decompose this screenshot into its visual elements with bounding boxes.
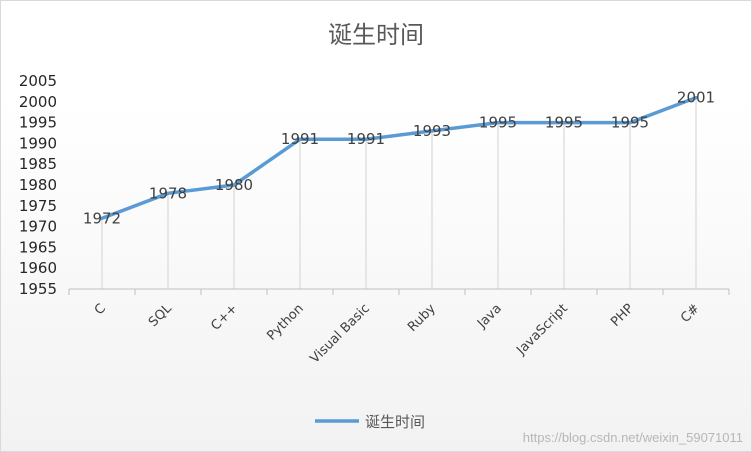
data-label: 1991 [281, 130, 319, 148]
x-tick-label: C++ [208, 301, 240, 333]
x-tick-label: Visual Basic [308, 301, 373, 366]
y-tick-label: 1960 [19, 259, 57, 277]
y-tick-label: 1985 [19, 155, 57, 173]
watermark: https://blog.csdn.net/weixin_59071011 [523, 430, 743, 445]
data-label: 2001 [677, 89, 715, 107]
data-label: 1995 [545, 114, 583, 132]
drop-lines [101, 97, 697, 289]
y-axis: 1955 1960 1965 1970 1975 1980 1985 1990 1995 2000… [19, 72, 57, 298]
data-label: 1980 [215, 176, 253, 194]
y-tick-label: 1980 [19, 176, 57, 194]
y-tick-label: 1995 [19, 114, 57, 132]
data-labels: 1972 1978 1980 1991 1991 1993 1995 1995 1995 2001 [83, 89, 715, 228]
x-tick-label: PHP [608, 301, 637, 330]
data-label: 1991 [347, 130, 385, 148]
y-tick-label: 2000 [19, 93, 57, 111]
x-tick-label: Java [474, 301, 505, 332]
y-tick-label: 1965 [19, 238, 57, 256]
data-label: 1993 [413, 122, 451, 140]
y-tick-label: 1970 [19, 218, 57, 236]
y-tick-label: 1975 [19, 197, 57, 215]
x-tick-label: Python [264, 301, 306, 343]
x-tick-label: C# [678, 301, 703, 326]
data-label: 1995 [479, 114, 517, 132]
x-tick-label: C [92, 301, 109, 318]
data-label: 1978 [149, 184, 187, 202]
legend-label: 诞生时间 [365, 413, 425, 431]
x-tick-label: SQL [146, 301, 175, 330]
x-tick-label: Ruby [405, 301, 439, 335]
series-line [100, 95, 698, 221]
data-label: 1995 [611, 114, 649, 132]
legend: 诞生时间 [315, 413, 425, 431]
series-path [100, 95, 698, 221]
data-label: 1972 [83, 209, 121, 227]
y-tick-label: 1955 [19, 280, 57, 298]
y-tick-label: 2005 [19, 72, 57, 90]
x-axis: C SQL C++ Python Visual Basic Ruby Java JavaScr… [68, 289, 730, 367]
x-tick-label: JavaScript [513, 301, 570, 358]
y-tick-label: 1990 [19, 134, 57, 152]
chart-title: 诞生时间 [328, 21, 424, 49]
